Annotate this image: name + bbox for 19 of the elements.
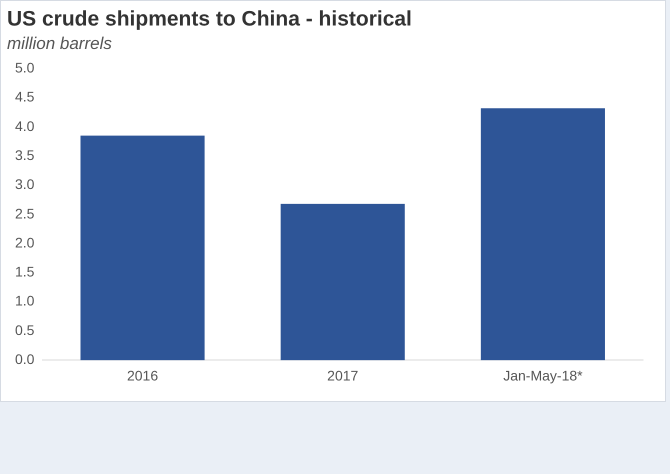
chart-title: US crude shipments to China - historical xyxy=(7,7,412,30)
bar xyxy=(280,204,405,360)
y-tick-label: 3.5 xyxy=(14,146,35,163)
y-tick-label: 0.5 xyxy=(14,322,35,338)
y-tick-label: 2.0 xyxy=(14,234,35,250)
x-tick-label: Jan-May-18* xyxy=(503,367,584,384)
y-tick-label: 4.5 xyxy=(14,88,35,105)
y-tick-label: 4.0 xyxy=(14,118,35,134)
y-tick-label: 0.0 xyxy=(14,351,35,368)
y-tick-label: 3.0 xyxy=(14,176,35,192)
x-tick-label: 2017 xyxy=(327,367,359,384)
bar xyxy=(480,108,605,360)
bar xyxy=(80,136,205,360)
y-tick-label: 1.0 xyxy=(14,292,35,309)
y-tick-label: 1.5 xyxy=(14,264,35,280)
x-tick-label: 2016 xyxy=(126,367,158,384)
y-tick-label: 5.0 xyxy=(14,59,35,76)
y-tick-label: 2.5 xyxy=(14,205,35,222)
chart-subtitle: million barrels xyxy=(7,34,112,54)
